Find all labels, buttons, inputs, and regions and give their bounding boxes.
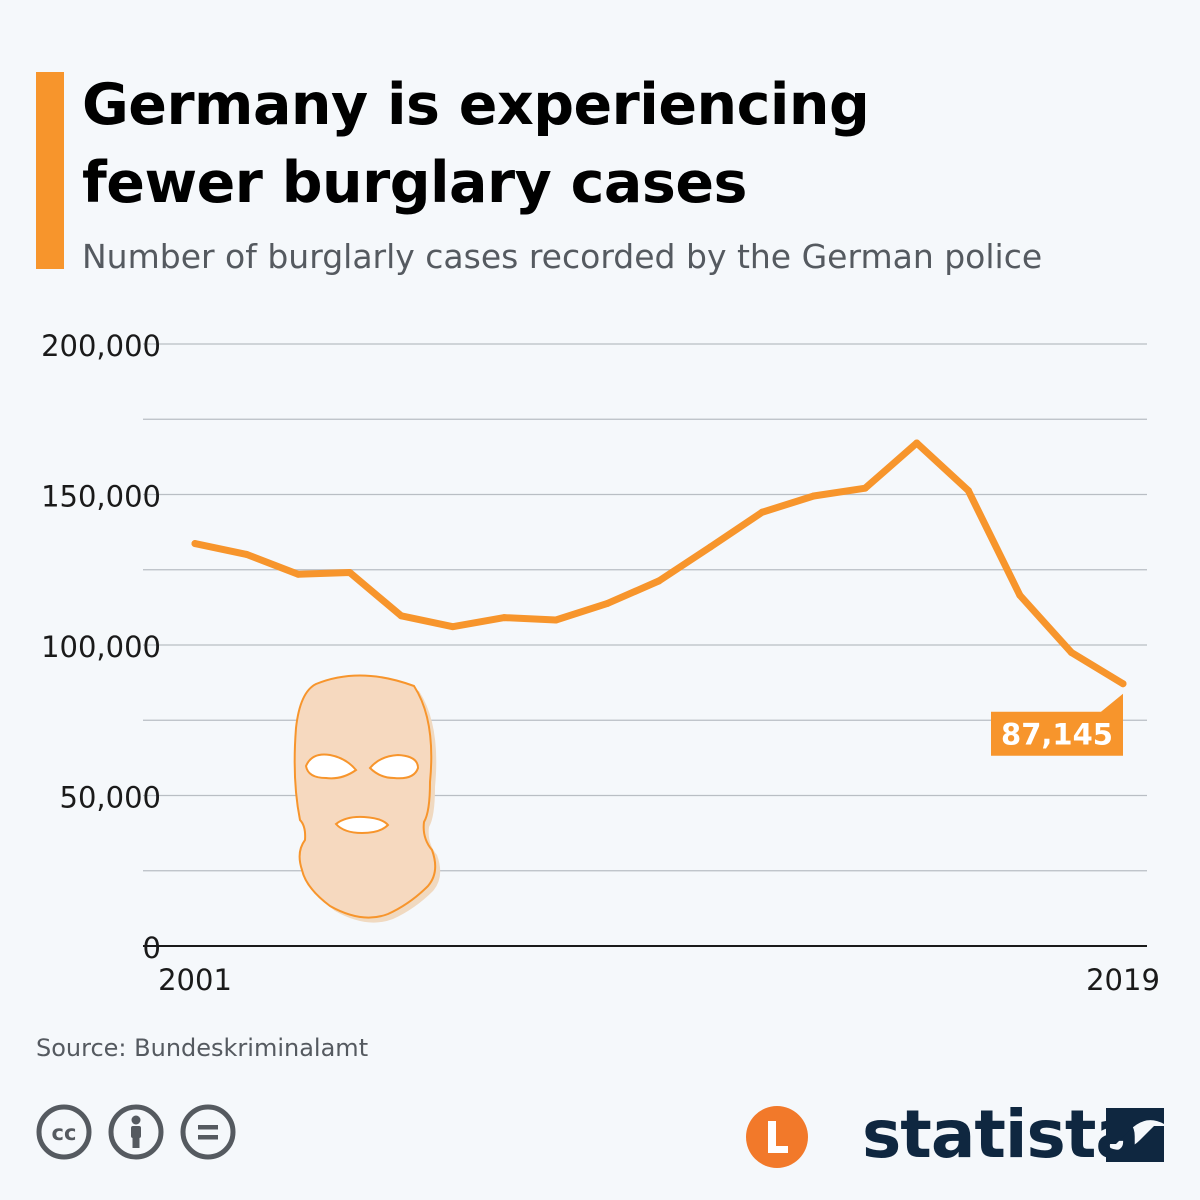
- chart-grid: [143, 343, 1147, 872]
- title-line-2: fewer burglary cases: [82, 150, 747, 216]
- svg-text:cc: cc: [52, 1121, 77, 1145]
- y-tick-label: 0: [143, 931, 161, 965]
- statista-wordmark[interactable]: statista: [862, 1096, 1140, 1173]
- data-point: [346, 568, 354, 576]
- balaclava-icon: [293, 674, 441, 923]
- cc-icon[interactable]: cc: [36, 1104, 92, 1160]
- data-point: [964, 487, 972, 495]
- y-tick-label: 50,000: [60, 781, 161, 815]
- chart-subtitle: Number of burglarly cases recorded by th…: [82, 237, 1043, 276]
- y-axis-ticks: 0 50,000 100,000 150,000 200,000: [41, 329, 161, 965]
- brand-l-icon[interactable]: [746, 1106, 808, 1168]
- data-point: [552, 616, 560, 624]
- data-point: [810, 492, 818, 500]
- data-point: [1067, 649, 1075, 657]
- title-line-1: Germany is experiencing: [82, 72, 870, 138]
- callout-box: [991, 693, 1123, 756]
- by-icon[interactable]: [108, 1104, 164, 1160]
- data-point: [191, 540, 199, 548]
- data-point: [1119, 680, 1127, 688]
- series-points: [191, 439, 1127, 688]
- data-point: [655, 577, 663, 585]
- series-line-burglary: [191, 439, 1127, 688]
- statista-logo-mark[interactable]: [1106, 1108, 1164, 1162]
- data-point: [1016, 591, 1024, 599]
- data-point: [758, 508, 766, 516]
- data-point: [603, 599, 611, 607]
- data-point: [397, 612, 405, 620]
- line-chart: 0 50,000 100,000 150,000 200,000 2001 2019 87…: [41, 329, 1160, 997]
- y-tick-label: 100,000: [41, 630, 161, 664]
- data-point: [500, 614, 508, 622]
- data-point: [294, 570, 302, 578]
- accent-bar: [36, 72, 64, 269]
- data-point: [449, 623, 457, 631]
- y-tick-label: 200,000: [41, 329, 161, 363]
- data-point: [913, 439, 921, 447]
- nd-icon[interactable]: [180, 1104, 236, 1160]
- data-point: [243, 550, 251, 558]
- x-tick-label: 2001: [158, 963, 232, 997]
- value-callout: 87,145: [991, 693, 1123, 756]
- data-point: [707, 543, 715, 551]
- source-note: Source: Bundeskriminalamt: [36, 1034, 369, 1062]
- x-axis-ticks: 2001 2019: [158, 963, 1160, 997]
- page-title: Germany is experiencing fewer burglary c…: [82, 66, 1162, 222]
- data-point: [861, 484, 869, 492]
- callout-label: 87,145: [1001, 718, 1113, 752]
- y-tick-label: 150,000: [41, 480, 161, 514]
- x-tick-label: 2019: [1086, 963, 1160, 997]
